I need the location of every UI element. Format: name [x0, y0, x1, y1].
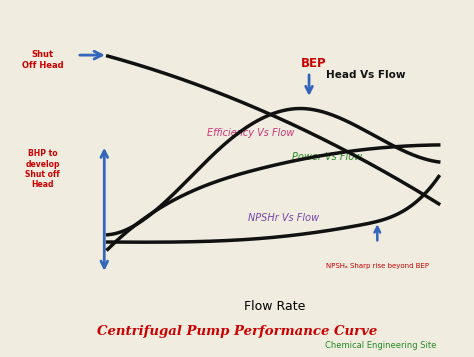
Text: BHP to
develop
Shut off
Head: BHP to develop Shut off Head [26, 149, 60, 189]
Text: NPSHr Vs Flow: NPSHr Vs Flow [247, 213, 319, 223]
Text: Centrifugal Pump Performance Curve: Centrifugal Pump Performance Curve [97, 325, 377, 338]
Text: NPSHₐ Sharp rise beyond BEP: NPSHₐ Sharp rise beyond BEP [326, 263, 429, 269]
Text: Flow Rate: Flow Rate [244, 300, 306, 313]
Text: Power Vs Flow: Power Vs Flow [292, 152, 362, 162]
Text: Head Vs Flow: Head Vs Flow [326, 70, 406, 80]
Text: Chemical Engineering Site: Chemical Engineering Site [325, 341, 436, 350]
Text: BEP: BEP [301, 57, 327, 70]
Text: Efficiency Vs Flow: Efficiency Vs Flow [207, 128, 294, 138]
Text: Shut
Off Head: Shut Off Head [22, 50, 64, 70]
